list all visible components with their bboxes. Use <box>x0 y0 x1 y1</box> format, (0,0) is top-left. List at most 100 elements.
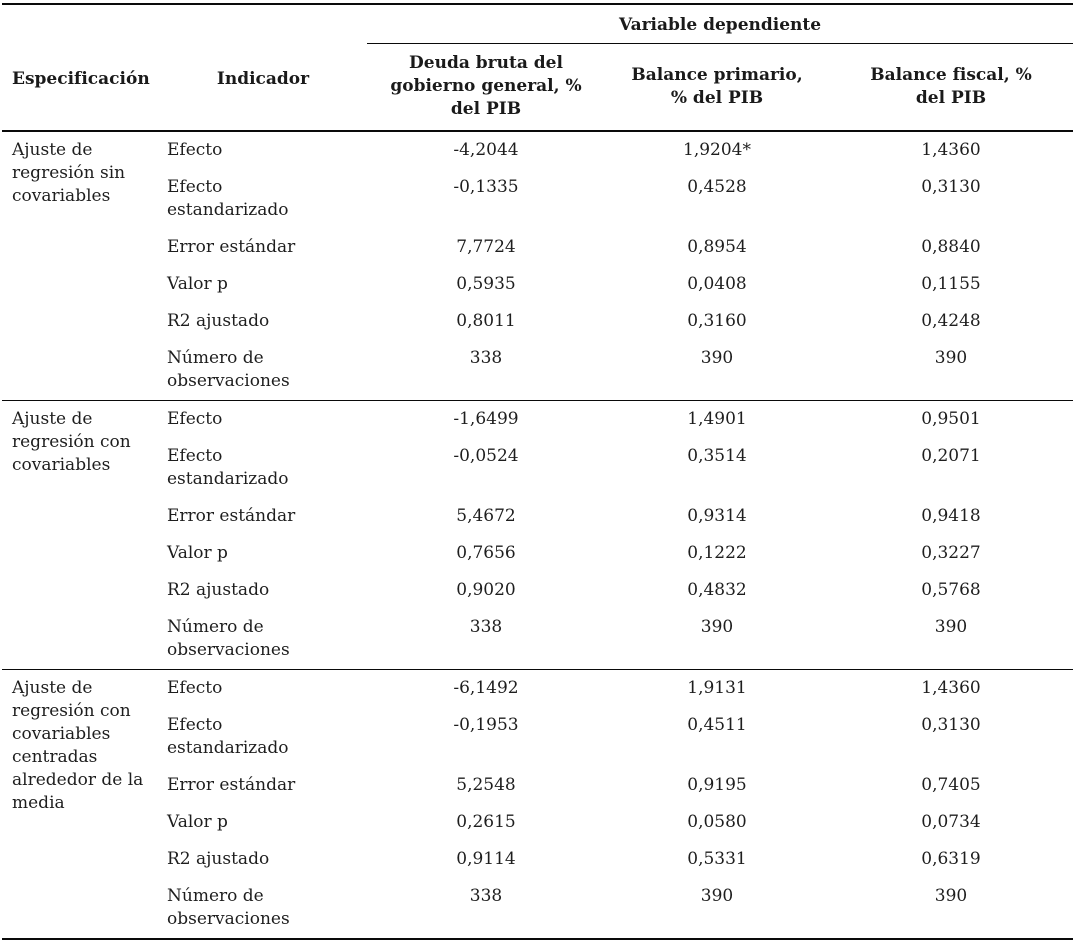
value-cell: 0,0734 <box>921 812 981 832</box>
value-cell: 0,1222 <box>687 543 747 563</box>
indicator-label: R2 ajustado <box>167 311 270 331</box>
indicator-label: Valor p <box>167 543 228 563</box>
table-row: Error estándar 5,4672 0,9314 0,9418 <box>2 498 1073 535</box>
table-row: Error estándar 7,7724 0,8954 0,8840 <box>2 229 1073 266</box>
column-header-balance-fiscal: Balance fiscal, % del PIB <box>829 44 1073 132</box>
value-cell: 338 <box>469 886 503 906</box>
table-row: R2 ajustado 0,9114 0,5331 0,6319 <box>2 841 1073 878</box>
column-header-deuda-bruta: Deuda bruta del gobierno general, % del … <box>367 44 605 132</box>
column-header-label: Balance fiscal, % del PIB <box>870 64 1032 108</box>
indicator-label: Valor p <box>167 812 228 832</box>
value-cell: 338 <box>469 617 503 637</box>
indicator-label: Efecto <box>167 140 223 160</box>
value-cell: -0,1953 <box>453 715 519 735</box>
column-header-indicador: Indicador <box>216 69 310 89</box>
value-cell: 338 <box>469 348 503 368</box>
table-row: Número de observaciones 338 390 390 <box>2 878 1073 939</box>
indicator-label: Efecto <box>167 678 223 698</box>
indicator-label: Efecto estandarizado <box>167 446 289 489</box>
value-cell: 0,2615 <box>456 812 516 832</box>
group-label: Ajuste de regresión sin covariables <box>12 140 126 206</box>
table-row: Ajuste de regresión con covariables Efec… <box>2 401 1073 475</box>
value-cell: 0,3514 <box>687 446 747 466</box>
value-cell: 0,9114 <box>456 849 516 869</box>
value-cell: 0,9195 <box>687 775 747 795</box>
value-cell: 390 <box>700 348 734 368</box>
table-row: Valor p 0,5935 0,0408 0,1155 <box>2 266 1073 303</box>
value-cell: 0,3160 <box>687 311 747 331</box>
value-cell: 0,0580 <box>687 812 747 832</box>
table-row: Valor p 0,2615 0,0580 0,0734 <box>2 804 1073 841</box>
indicator-label: Número de observaciones <box>167 617 290 660</box>
group-covariables-centradas: Ajuste de regresión con covariables cent… <box>2 669 1074 940</box>
value-cell: 390 <box>700 886 734 906</box>
table-row: Efecto estandarizado -0,1953 0,4511 0,31… <box>2 707 1073 767</box>
table-row: Ajuste de regresión con covariables cent… <box>2 670 1073 813</box>
table-row: Error estándar 5,2548 0,9195 0,7405 <box>2 767 1073 804</box>
value-cell: 390 <box>934 348 968 368</box>
value-cell: 1,4360 <box>921 140 981 160</box>
table-row: R2 ajustado 0,8011 0,3160 0,4248 <box>2 303 1073 340</box>
value-cell: 1,9131 <box>687 678 747 698</box>
table-row: R2 ajustado 0,9020 0,4832 0,5768 <box>2 572 1073 609</box>
indicator-label: Error estándar <box>167 775 296 795</box>
value-cell: 0,7405 <box>921 775 981 795</box>
value-cell: -0,1335 <box>453 177 519 197</box>
indicator-label: Error estándar <box>167 506 296 526</box>
table-row: Número de observaciones 338 390 390 <box>2 340 1073 401</box>
header-row-depvars: Deuda bruta del gobierno general, % del … <box>2 44 1073 132</box>
value-cell: 0,3130 <box>921 715 981 735</box>
group-label: Ajuste de regresión con covariables <box>12 409 131 475</box>
group-label: Ajuste de regresión con covariables cent… <box>12 678 144 813</box>
table-row: Efecto estandarizado -0,0524 0,3514 0,20… <box>2 438 1073 498</box>
value-cell: -0,0524 <box>453 446 519 466</box>
value-cell: -6,1492 <box>453 678 519 698</box>
table-header: Especificación Indicador Variable depend… <box>2 4 1074 132</box>
value-cell: 0,5331 <box>687 849 747 869</box>
value-cell: 0,0408 <box>687 274 747 294</box>
indicator-label: Número de observaciones <box>167 348 290 391</box>
value-cell: 0,2071 <box>921 446 981 466</box>
value-cell: 0,8954 <box>687 237 747 257</box>
column-header-balance-primario: Balance primario, % del PIB <box>605 44 829 132</box>
value-cell: 390 <box>934 617 968 637</box>
value-cell: 0,1155 <box>921 274 981 294</box>
spanner-header-variable-dependiente: Variable dependiente <box>367 4 1074 44</box>
value-cell: 0,4832 <box>687 580 747 600</box>
value-cell: 7,7724 <box>456 237 516 257</box>
value-cell: 0,8840 <box>921 237 981 257</box>
value-cell: 0,4248 <box>921 311 981 331</box>
value-cell: 0,9501 <box>921 409 981 429</box>
group-con-covariables: Ajuste de regresión con covariables Efec… <box>2 400 1074 670</box>
indicator-label: Efecto <box>167 409 223 429</box>
value-cell: 1,4360 <box>921 678 981 698</box>
indicator-label: R2 ajustado <box>167 580 270 600</box>
value-cell: 1,9204* <box>683 140 751 160</box>
value-cell: 0,6319 <box>921 849 981 869</box>
value-cell: 0,4528 <box>687 177 747 197</box>
value-cell: 390 <box>700 617 734 637</box>
value-cell: 0,3130 <box>921 177 981 197</box>
value-cell: 0,7656 <box>456 543 516 563</box>
indicator-label: Error estándar <box>167 237 296 257</box>
table-row: Valor p 0,7656 0,1222 0,3227 <box>2 535 1073 572</box>
value-cell: 0,5935 <box>456 274 516 294</box>
value-cell: 0,9020 <box>456 580 516 600</box>
value-cell: 0,8011 <box>456 311 516 331</box>
value-cell: 0,9314 <box>687 506 747 526</box>
value-cell: -4,2044 <box>453 140 519 160</box>
value-cell: 0,4511 <box>687 715 747 735</box>
indicator-label: Valor p <box>167 274 228 294</box>
column-header-label: Balance primario, % del PIB <box>631 64 803 108</box>
value-cell: 5,2548 <box>456 775 516 795</box>
column-header-especificacion: Especificación <box>12 69 150 89</box>
indicator-label: Efecto estandarizado <box>167 715 289 758</box>
value-cell: 0,5768 <box>921 580 981 600</box>
table-row: Efecto estandarizado -0,1335 0,4528 0,31… <box>2 169 1073 229</box>
regression-results-table: Especificación Indicador Variable depend… <box>2 3 1074 940</box>
value-cell: 0,9418 <box>921 506 981 526</box>
value-cell: 5,4672 <box>456 506 516 526</box>
group-sin-covariables: Ajuste de regresión sin covariables Efec… <box>2 131 1074 401</box>
indicator-label: R2 ajustado <box>167 849 270 869</box>
header-row-top: Especificación Indicador Variable depend… <box>2 4 1074 89</box>
